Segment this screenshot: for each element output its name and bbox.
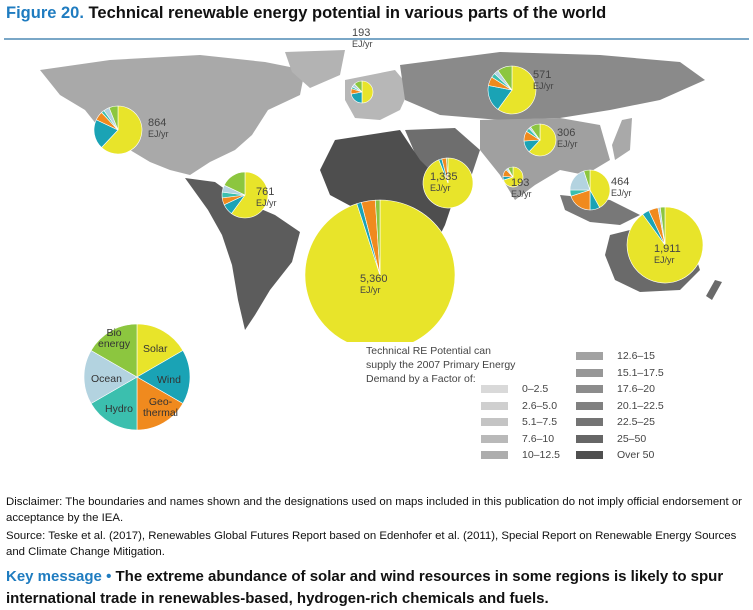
- legend-label-hydro: Hydro: [105, 403, 134, 415]
- europe-potential-label: 193 EJ/yr: [352, 27, 373, 50]
- latin-america-potential-label: 761 EJ/yr: [256, 186, 277, 209]
- legend-slice-bioenergy: [90, 323, 138, 378]
- land-eurasia: [400, 52, 705, 120]
- legend-slice-ocean: [83, 350, 138, 404]
- factor-legend-item: Over 50: [576, 449, 654, 461]
- legend-swatch: [576, 352, 603, 360]
- factor-legend-item: 25–50: [576, 433, 646, 445]
- north-america-slice-bioenergy: [108, 105, 119, 131]
- legend-slice-wind: [136, 350, 191, 404]
- latin-america-slice-solar: [231, 171, 269, 219]
- region-pies: [93, 65, 704, 342]
- latin-america-slice-bioenergy: [223, 171, 246, 196]
- legend-swatch: [576, 368, 603, 377]
- factor-legend-item: 20.1–22.5: [576, 400, 664, 412]
- north-america-slice-solar: [101, 105, 143, 155]
- china-slice-solar: [528, 123, 557, 157]
- legend-swatch: [576, 401, 603, 410]
- legend-label-ocean: Ocean: [91, 373, 122, 385]
- legend-swatch: [576, 385, 603, 393]
- energy-source-pie-legend: [83, 323, 191, 431]
- eurasia-potential-label: 571 EJ/yr: [533, 69, 554, 92]
- legend-slice-geothermal: [136, 376, 184, 431]
- legend-label-bioenergy: Bio energy: [98, 327, 131, 350]
- eurasia-slice-bioenergy: [497, 65, 513, 91]
- legend-swatch: [481, 418, 508, 426]
- factor-legend-item: 22.5–25: [576, 416, 655, 428]
- title-divider: [4, 38, 749, 40]
- key-message: Key message • The extreme abundance of s…: [6, 568, 724, 607]
- middle-east-slice-bioenergy: [446, 157, 449, 184]
- legend-swatch: [576, 434, 603, 443]
- legend-label-wind: Wind: [157, 374, 181, 386]
- world-map: [40, 50, 722, 342]
- se-asia-potential-label: 464 EJ/yr: [611, 176, 632, 199]
- factor-legend-item: 5.1–7.5: [481, 416, 557, 428]
- legend-swatch: [576, 451, 603, 459]
- middle-east-potential-label: 1,335 EJ/yr: [430, 171, 458, 194]
- legend-swatch: [481, 451, 508, 459]
- se-asia-slice-bioenergy: [583, 169, 591, 191]
- factor-legend-title: Technical RE Potential can supply the 200…: [366, 345, 516, 385]
- land-north-america: [40, 55, 305, 175]
- land-new-zealand: [706, 280, 722, 300]
- legend-swatch: [481, 385, 508, 393]
- se-asia-slice-solar: [589, 169, 611, 208]
- eurasia-slice-solar: [497, 65, 537, 115]
- legend-swatch: [576, 418, 603, 426]
- north-america-potential-label: 864 EJ/yr: [148, 117, 169, 140]
- legend-swatch: [481, 401, 508, 410]
- china-slice-bioenergy: [530, 123, 541, 141]
- figure-title: Figure 20. Technical renewable energy po…: [6, 4, 607, 22]
- land-greenland: [285, 50, 345, 88]
- africa-potential-label: 5,360 EJ/yr: [360, 273, 388, 296]
- factor-legend-item: 10–12.5: [481, 449, 560, 461]
- source: Source: Teske et al. (2017), Renewables …: [6, 530, 737, 558]
- africa-slice-solar: [304, 199, 456, 342]
- disclaimer: Disclaimer: The boundaries and names sho…: [6, 496, 742, 524]
- china-potential-label: 306 EJ/yr: [557, 127, 578, 150]
- europe-slice-solar: [361, 80, 374, 104]
- europe-slice-bioenergy: [354, 80, 363, 93]
- factor-legend-item: 17.6–20: [576, 383, 655, 395]
- legend-slice-hydro: [90, 376, 138, 431]
- legend-label-geothermal: Geo-thermal: [143, 396, 179, 419]
- factor-legend-item: 15.1–17.5: [576, 367, 664, 379]
- factor-legend-item: 2.6–5.0: [481, 400, 557, 412]
- legend-slice-solar: [136, 323, 184, 378]
- india-slice-bioenergy: [507, 166, 514, 178]
- india-potential-label: 193 EJ/yr: [511, 177, 532, 200]
- oceania-potential-label: 1,911 EJ/yr: [654, 243, 681, 266]
- factor-legend-item: 7.6–10: [481, 433, 554, 445]
- oceania-slice-bioenergy: [659, 206, 666, 246]
- factor-legend-item: 12.6–15: [576, 350, 655, 362]
- legend-label-solar: Solar: [143, 343, 168, 355]
- land-latin-america: [185, 178, 300, 330]
- factor-legend-item: 0–2.5: [481, 383, 548, 395]
- legend-swatch: [481, 434, 508, 443]
- land-japan: [612, 118, 632, 160]
- africa-slice-bioenergy: [374, 199, 381, 276]
